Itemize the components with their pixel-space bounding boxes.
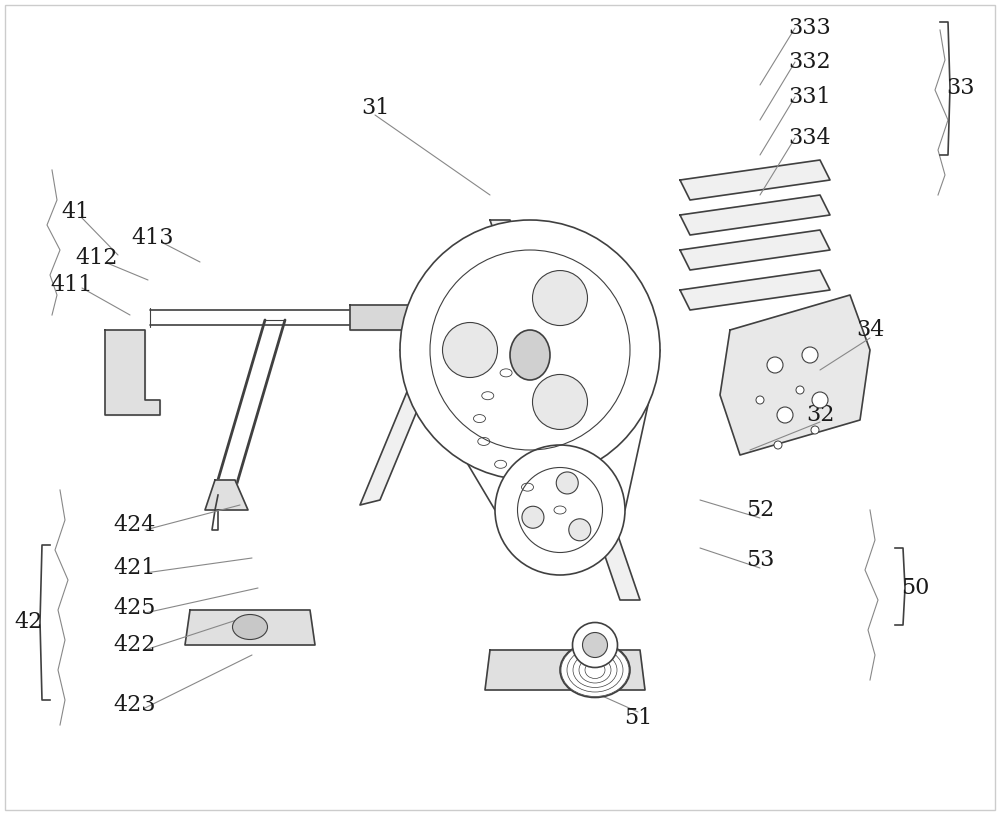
Circle shape: [802, 347, 818, 363]
Ellipse shape: [495, 445, 625, 575]
Polygon shape: [680, 270, 830, 310]
Polygon shape: [720, 295, 870, 455]
Polygon shape: [680, 195, 830, 235]
Text: 31: 31: [361, 97, 389, 119]
Ellipse shape: [443, 323, 498, 377]
Polygon shape: [360, 235, 490, 505]
Text: 421: 421: [114, 557, 156, 579]
Ellipse shape: [522, 506, 544, 528]
Text: 334: 334: [789, 127, 831, 149]
Circle shape: [777, 407, 793, 423]
Polygon shape: [485, 650, 645, 690]
Text: 333: 333: [789, 17, 831, 39]
Ellipse shape: [510, 330, 550, 380]
Text: 50: 50: [901, 577, 929, 599]
Circle shape: [756, 396, 764, 404]
Text: 33: 33: [946, 77, 974, 99]
Ellipse shape: [569, 519, 591, 541]
Text: 32: 32: [806, 404, 834, 426]
Text: 332: 332: [789, 51, 831, 73]
Text: 52: 52: [746, 499, 774, 521]
Ellipse shape: [532, 374, 588, 430]
Ellipse shape: [572, 623, 618, 667]
Text: 422: 422: [114, 634, 156, 656]
Text: 411: 411: [51, 274, 93, 296]
Text: 424: 424: [114, 514, 156, 536]
Circle shape: [774, 441, 782, 449]
Text: 425: 425: [114, 597, 156, 619]
Circle shape: [796, 386, 804, 394]
Text: 423: 423: [114, 694, 156, 716]
Polygon shape: [105, 330, 160, 415]
Ellipse shape: [582, 632, 608, 658]
Text: 34: 34: [856, 319, 884, 341]
Circle shape: [767, 357, 783, 373]
Circle shape: [812, 392, 828, 408]
Text: 53: 53: [746, 549, 774, 571]
Text: 331: 331: [789, 86, 831, 108]
Ellipse shape: [233, 615, 268, 640]
Text: 41: 41: [61, 201, 89, 223]
Ellipse shape: [532, 271, 588, 325]
Text: 412: 412: [76, 247, 118, 269]
Text: 42: 42: [14, 611, 42, 633]
Polygon shape: [350, 305, 430, 330]
Polygon shape: [490, 220, 640, 600]
Polygon shape: [185, 610, 315, 645]
Ellipse shape: [556, 472, 578, 494]
Circle shape: [811, 426, 819, 434]
Polygon shape: [205, 480, 248, 510]
Ellipse shape: [560, 642, 630, 698]
Text: 413: 413: [132, 227, 174, 249]
Polygon shape: [680, 230, 830, 270]
Ellipse shape: [400, 220, 660, 480]
Text: 51: 51: [624, 707, 652, 729]
Polygon shape: [680, 160, 830, 200]
